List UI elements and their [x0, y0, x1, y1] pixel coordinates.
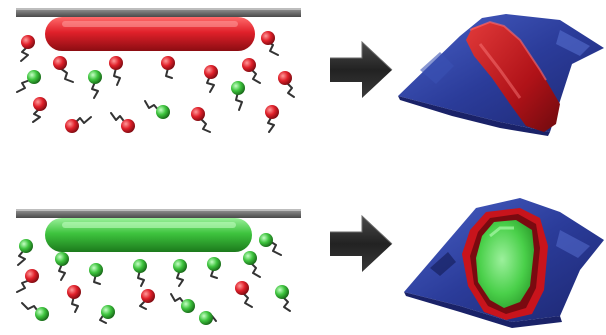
molecule-red: [73, 116, 92, 125]
sphere-icon: [161, 56, 175, 70]
molecule-red: [267, 115, 275, 133]
surface-map-bottom: [404, 198, 604, 328]
molecule-red: [139, 299, 147, 310]
sphere-icon: [25, 269, 39, 283]
molecule-green: [176, 269, 184, 287]
molecule-red: [249, 67, 261, 84]
sphere-icon: [173, 259, 187, 273]
sphere-icon: [265, 105, 279, 119]
sphere-icon: [121, 119, 135, 133]
molecule-green: [235, 91, 243, 111]
sphere-icon: [199, 311, 213, 325]
sphere-icon: [89, 263, 103, 277]
sphere-icon: [278, 71, 292, 85]
molecule-green: [137, 269, 145, 287]
sphere-icon: [21, 35, 35, 49]
molecule-green: [16, 79, 31, 93]
molecule-red: [71, 295, 79, 313]
molecule-green: [91, 81, 99, 99]
sphere-icon: [35, 307, 49, 321]
molecule-red: [241, 291, 253, 308]
sphere-icon: [275, 285, 289, 299]
sphere-icon: [235, 281, 249, 295]
molecule-green: [17, 249, 26, 266]
molecule-red: [110, 112, 127, 125]
sphere-icon: [156, 105, 170, 119]
spheres-bottom: [19, 233, 289, 325]
molecule-red: [59, 67, 74, 83]
sphere-icon: [33, 97, 47, 111]
surface-map-top: [398, 14, 604, 136]
molecules-top: [16, 39, 295, 133]
molecule-green: [281, 295, 291, 312]
sphere-icon: [53, 56, 67, 70]
molecule-red: [285, 81, 295, 98]
molecule-red: [113, 67, 121, 86]
sphere-icon: [204, 65, 218, 79]
sphere-icon: [67, 285, 81, 299]
molecule-green: [249, 261, 261, 278]
sphere-icon: [231, 81, 245, 95]
sphere-icon: [181, 299, 195, 313]
sphere-icon: [141, 289, 155, 303]
arrow-right-icon: [330, 40, 393, 98]
sphere-icon: [207, 257, 221, 271]
arrow-right-icon: [330, 214, 393, 272]
sphere-icon: [55, 252, 69, 266]
sphere-icon: [259, 233, 273, 247]
molecule-red: [20, 45, 29, 62]
substrate-plate-bottom: [16, 209, 301, 218]
molecule-red: [16, 279, 31, 293]
panel-bottom: [16, 198, 604, 328]
sphere-icon: [109, 56, 123, 70]
sphere-icon: [191, 107, 205, 121]
sphere-icon: [19, 239, 33, 253]
sphere-icon: [88, 70, 102, 84]
sphere-icon: [242, 58, 256, 72]
sphere-icon: [261, 31, 275, 45]
panel-top: [16, 8, 604, 136]
sphere-icon: [243, 251, 257, 265]
molecule-red: [32, 107, 41, 123]
molecule-green: [58, 263, 66, 281]
sphere-icon: [27, 70, 41, 84]
sphere-icon: [65, 119, 79, 133]
spheres-top: [21, 31, 292, 133]
sphere-icon: [101, 305, 115, 319]
sphere-icon: [133, 259, 147, 273]
substrate-plate-top: [16, 8, 301, 17]
molecule-red: [199, 117, 211, 133]
molecule-red: [206, 75, 215, 93]
molecule-red: [165, 67, 173, 79]
